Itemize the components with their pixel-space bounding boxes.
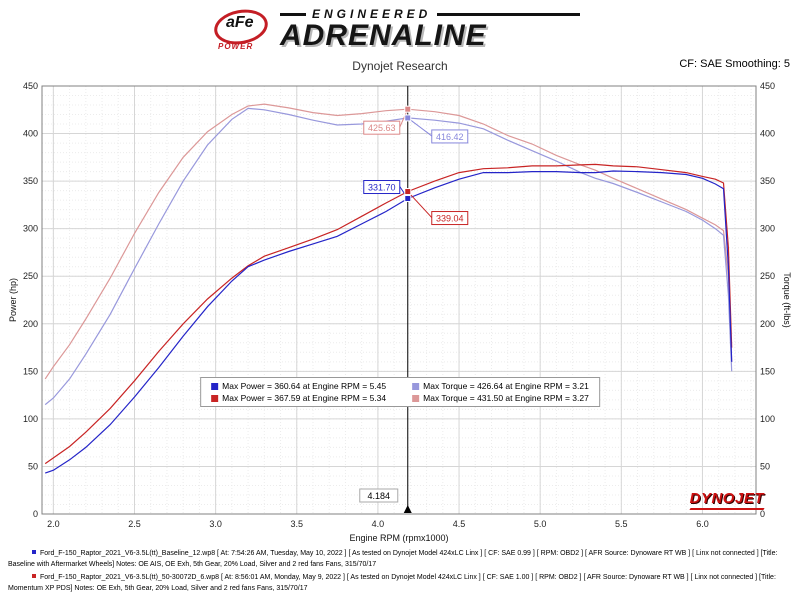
run-marker-blue <box>32 550 36 554</box>
legend-item: Max Power = 367.59 at Engine RPM = 5.34 <box>211 393 386 403</box>
right-tick-label: 0 <box>760 509 765 519</box>
run-info-momentum-xp: Ford_F-150_Raptor_2021_V6-3.5L(tt)_50-30… <box>8 573 792 594</box>
x-axis-title: Engine RPM (rpmx1000) <box>349 533 448 543</box>
adrenaline-text: ADRENALINE <box>280 19 487 52</box>
cursor-readout-value: 425.63 <box>368 123 396 133</box>
x-tick-label: 3.5 <box>291 519 304 529</box>
legend-label: Max Torque = 426.64 at Engine RPM = 3.21 <box>423 381 589 391</box>
left-axis-title: Power (hp) <box>8 278 18 322</box>
cursor-rpm-label: 4.184 <box>367 491 390 501</box>
cursor-curve-marker <box>404 188 412 196</box>
legend-swatch <box>211 394 219 402</box>
x-tick-label: 4.5 <box>453 519 466 529</box>
cursor-arrow-marker[interactable] <box>403 505 412 513</box>
left-tick-label: 100 <box>23 414 38 424</box>
engineered-adrenaline-logo: ENGINEERED ADRENALINE <box>280 7 580 51</box>
left-tick-label: 450 <box>23 81 38 91</box>
legend-swatch <box>211 382 219 390</box>
report-title: Dynojet Research <box>352 59 448 73</box>
x-tick-label: 2.0 <box>47 519 60 529</box>
cursor-readout-box <box>363 180 401 195</box>
cursor-rpm-box <box>359 488 399 503</box>
right-axis-title: Torque (ft-lbs) <box>782 272 792 328</box>
legend-item: Max Torque = 431.50 at Engine RPM = 3.27 <box>412 393 589 403</box>
smoothing-setting: CF: SAE Smoothing: 5 <box>679 58 790 70</box>
right-tick-label: 150 <box>760 366 775 376</box>
dynojet-logo: DYNOJET <box>690 490 764 510</box>
dyno-chart: 2.0 2.5 3.0 3.5 4.0 4.5 5.0 5.5 6.0 0 0 50 50 100 100 1… <box>8 74 792 546</box>
title-row: Dynojet Research CF: SAE Smoothing: 5 <box>0 57 800 75</box>
right-tick-label: 200 <box>760 319 775 329</box>
cursor-readout-box <box>363 120 401 135</box>
left-tick-label: 200 <box>23 319 38 329</box>
chart-canvas[interactable]: 2.0 2.5 3.0 3.5 4.0 4.5 5.0 5.5 6.0 0 0 50 50 100 100 1… <box>8 74 792 546</box>
right-tick-label: 250 <box>760 271 775 281</box>
legend-label: Max Torque = 431.50 at Engine RPM = 3.27 <box>423 393 589 403</box>
cursor-curve-marker <box>404 114 412 122</box>
cursor-readout-value: 331.70 <box>368 183 396 193</box>
run-marker-red <box>32 574 36 578</box>
right-tick-label: 100 <box>760 414 775 424</box>
cursor-readout-box <box>431 211 469 226</box>
legend-item: Max Power = 360.64 at Engine RPM = 5.45 <box>211 381 386 391</box>
run-info-momentum-xp-text: Ford_F-150_Raptor_2021_V6-3.5L(tt)_50-30… <box>8 574 776 592</box>
x-tick-label: 4.0 <box>372 519 385 529</box>
plot-area[interactable] <box>42 86 756 514</box>
legend-label: Max Power = 360.64 at Engine RPM = 5.45 <box>222 381 387 391</box>
brand-header: aFe POWER ENGINEERED ADRENALINE <box>214 4 580 54</box>
run-info-baseline-text: Ford_F-150_Raptor_2021_V6-3.5L(tt)_Basel… <box>8 550 778 568</box>
left-tick-label: 150 <box>23 366 38 376</box>
left-tick-label: 350 <box>23 176 38 186</box>
x-tick-label: 6.0 <box>696 519 709 529</box>
left-tick-label: 250 <box>23 271 38 281</box>
legend-label: Max Power = 367.59 at Engine RPM = 5.34 <box>222 393 387 403</box>
afe-power-logo: aFe POWER <box>214 7 270 51</box>
x-tick-label: 5.5 <box>615 519 628 529</box>
left-tick-label: 50 <box>28 461 38 471</box>
left-tick-label: 300 <box>23 224 38 234</box>
x-tick-label: 3.0 <box>209 519 222 529</box>
right-tick-label: 450 <box>760 81 775 91</box>
engineered-text: ENGINEERED <box>312 7 432 21</box>
right-tick-label: 300 <box>760 224 775 234</box>
left-tick-label: 0 <box>33 509 38 519</box>
right-tick-label: 50 <box>760 461 770 471</box>
run-info-footer: Ford_F-150_Raptor_2021_V6-3.5L(tt)_Basel… <box>8 549 792 597</box>
cursor-readout-value: 416.42 <box>436 132 464 142</box>
x-tick-label: 5.0 <box>534 519 547 529</box>
cursor-readout-value: 339.04 <box>436 214 464 224</box>
legend-swatch <box>412 382 420 390</box>
x-tick-label: 2.5 <box>128 519 141 529</box>
cursor-readout-box <box>431 129 469 144</box>
right-tick-label: 350 <box>760 176 775 186</box>
afe-logo-text: aFe <box>226 14 254 31</box>
left-tick-label: 400 <box>23 129 38 139</box>
cursor-curve-marker <box>404 195 412 203</box>
legend-item: Max Torque = 426.64 at Engine RPM = 3.21 <box>412 381 589 391</box>
run-info-baseline: Ford_F-150_Raptor_2021_V6-3.5L(tt)_Basel… <box>8 549 792 570</box>
chart-legend: Max Power = 360.64 at Engine RPM = 5.45 M… <box>200 377 600 407</box>
cursor-curve-marker <box>404 105 412 113</box>
right-tick-label: 400 <box>760 129 775 139</box>
legend-swatch <box>412 394 420 402</box>
afe-power-text: POWER <box>218 42 254 51</box>
